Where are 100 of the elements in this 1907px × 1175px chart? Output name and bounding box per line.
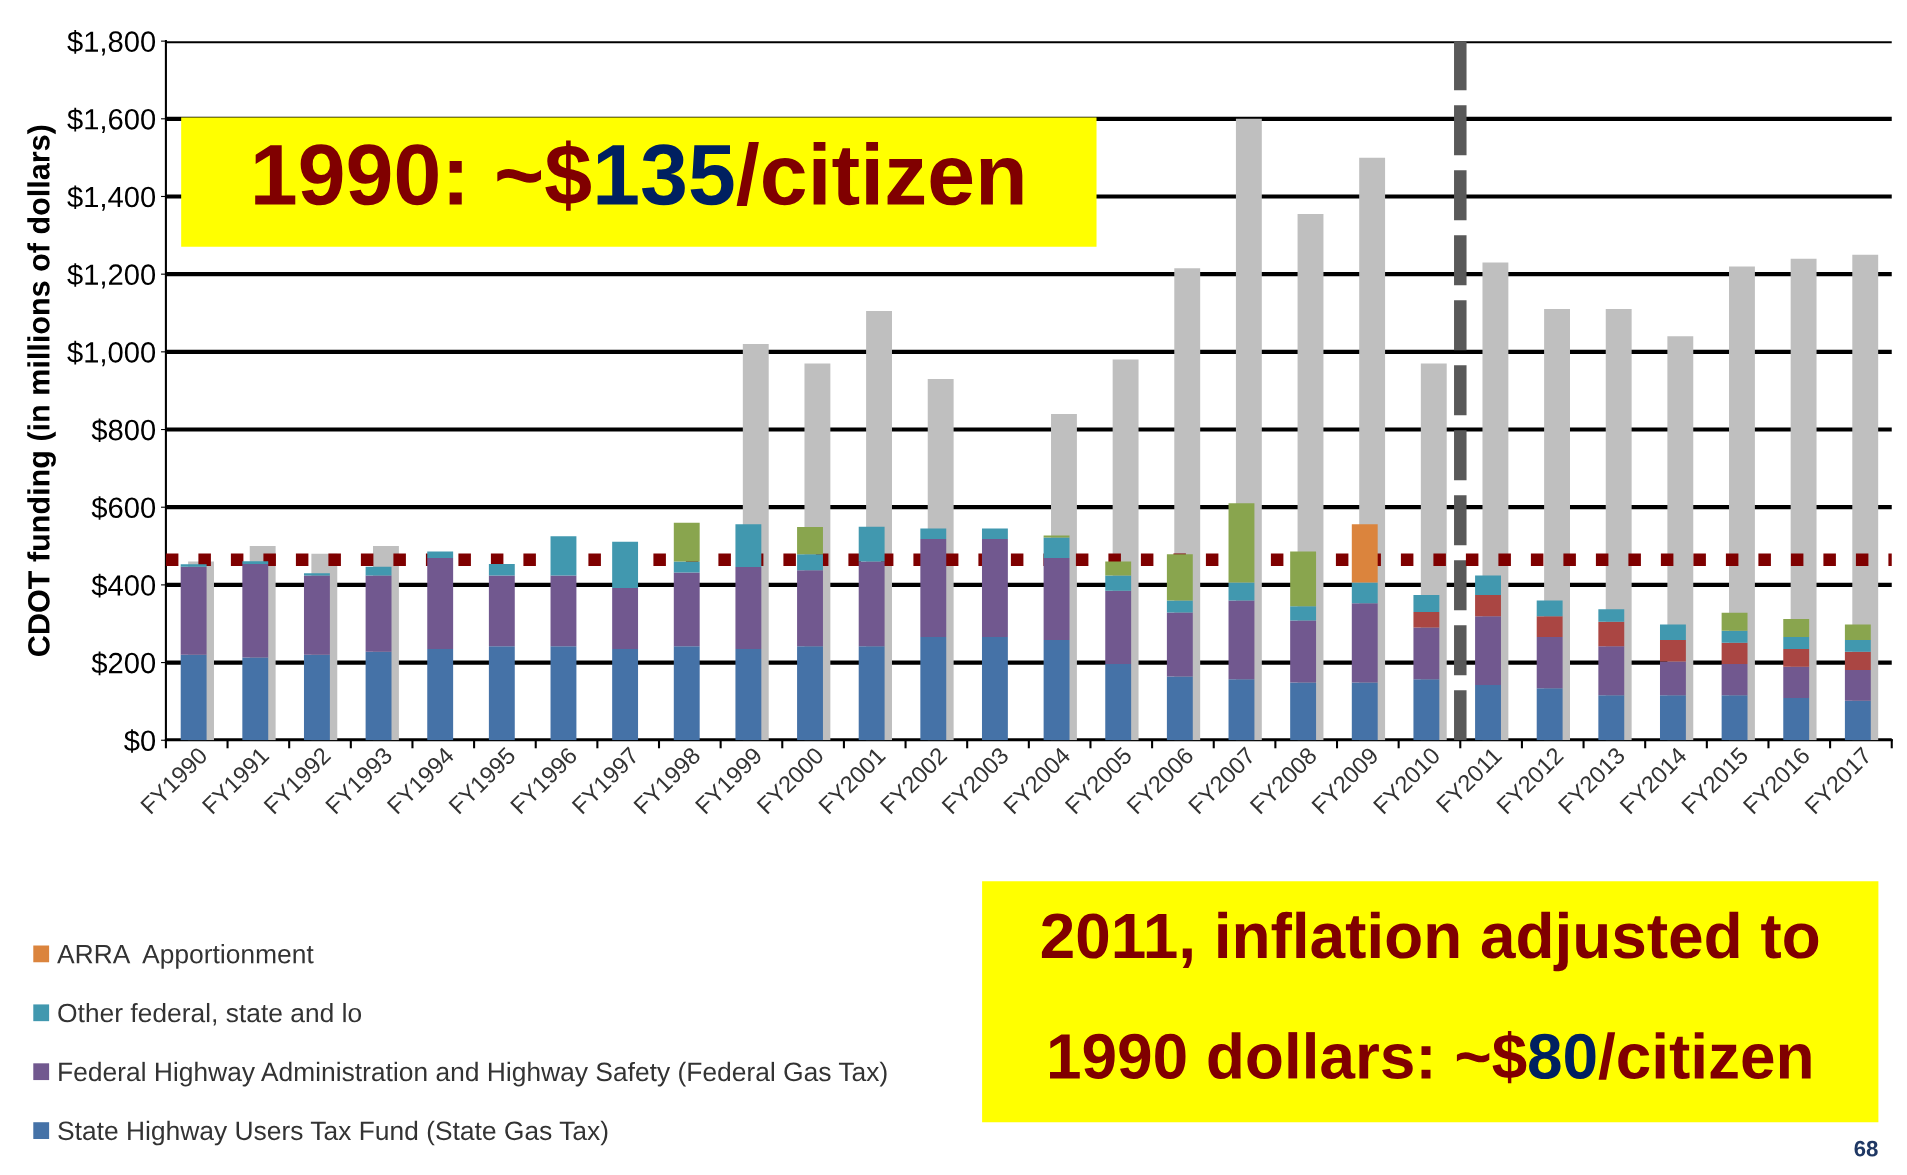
bar (1475, 685, 1501, 741)
bar (1783, 648, 1810, 667)
bar (303, 573, 330, 576)
bar (1844, 651, 1871, 670)
bar (797, 554, 823, 571)
legend-label: Other federal, state and lo (58, 1002, 362, 1026)
bar (612, 588, 639, 649)
bar (1721, 642, 1748, 665)
bar (427, 551, 454, 559)
bar (1105, 664, 1132, 741)
bar (1598, 646, 1625, 696)
bar (981, 528, 1008, 540)
bar (1166, 554, 1193, 601)
bar (1475, 616, 1501, 686)
bar (1413, 627, 1440, 680)
bar (1783, 697, 1810, 741)
bar (1721, 695, 1748, 741)
text: 68 (1854, 1140, 1878, 1157)
y-tick-label: $1,800 (67, 30, 156, 56)
bar (1659, 640, 1686, 662)
bar (858, 526, 885, 562)
bar (1351, 603, 1378, 683)
bar (550, 575, 577, 647)
bar (1351, 682, 1378, 741)
bar (612, 541, 639, 588)
bar (1844, 669, 1871, 701)
bar (1721, 664, 1748, 696)
bar (673, 572, 700, 647)
bar (981, 636, 1008, 741)
legend-label: State Highway Users Tax Fund (State Gas Tax) (58, 1120, 608, 1146)
bar (1043, 640, 1070, 741)
bar (1290, 551, 1317, 607)
y-tick-label: $1,400 (67, 185, 156, 211)
bar (612, 648, 639, 741)
bar (1228, 600, 1255, 680)
bar (1783, 619, 1810, 637)
bar (488, 646, 515, 741)
bar (797, 570, 823, 647)
text: 2011, inflation adjusted to 1990 dollars: ~$80/citizen (1041, 911, 1819, 1084)
bar (1105, 575, 1132, 591)
bar (1413, 594, 1440, 613)
bar (797, 646, 823, 741)
bar (1290, 682, 1317, 741)
bar (858, 646, 885, 741)
y-tick-label: $1,000 (67, 340, 156, 367)
bar (1475, 594, 1501, 617)
bar (550, 646, 577, 741)
bar (920, 636, 947, 741)
bar (797, 527, 823, 555)
bar (1475, 575, 1501, 595)
legend-label: ARRA Apportionment (57, 944, 314, 969)
bar (1228, 679, 1255, 741)
bar (1351, 582, 1378, 604)
annotation: 1990: ~$135/citizen (255, 140, 1023, 211)
bar (1290, 606, 1317, 621)
bar (1228, 582, 1255, 601)
bar (365, 566, 392, 576)
bar (1659, 661, 1686, 696)
bar (1721, 630, 1748, 643)
bar (920, 528, 947, 540)
bar (1536, 688, 1563, 741)
bar (1783, 636, 1810, 649)
bar (242, 561, 269, 564)
y-tick-label: $800 (91, 418, 156, 443)
bar (1536, 600, 1563, 617)
bar (673, 561, 700, 573)
bar (1105, 561, 1132, 576)
bar (1351, 524, 1378, 583)
bar (673, 522, 700, 562)
bar (1290, 620, 1317, 683)
bar (1413, 612, 1440, 628)
bar (1043, 558, 1070, 641)
bar (858, 561, 885, 647)
y-tick-label: $200 (91, 651, 156, 676)
bar (981, 539, 1008, 637)
bar (1783, 666, 1810, 698)
bar (1598, 621, 1625, 647)
bar (920, 539, 947, 637)
bar (1598, 695, 1625, 741)
y-tick-label: $600 (91, 496, 156, 520)
bar (1228, 503, 1255, 583)
bar (1166, 600, 1193, 613)
bar (1166, 676, 1193, 741)
bar (1166, 612, 1193, 677)
y-tick-label: $1,600 (67, 107, 156, 134)
bar (180, 564, 207, 567)
bar (735, 567, 762, 649)
bar (1536, 636, 1563, 689)
bar (488, 563, 515, 576)
bar (427, 648, 454, 741)
y-axis-title: CDOT funding (in millions of dollars) (27, 125, 56, 656)
bar (1844, 700, 1871, 741)
bar (1844, 640, 1871, 652)
bar (427, 558, 454, 649)
bar (1413, 679, 1440, 741)
bar (735, 524, 762, 568)
y-tick-label: $1,200 (67, 263, 156, 289)
bar (1536, 616, 1563, 637)
bar (1043, 537, 1070, 559)
bar (488, 575, 515, 647)
